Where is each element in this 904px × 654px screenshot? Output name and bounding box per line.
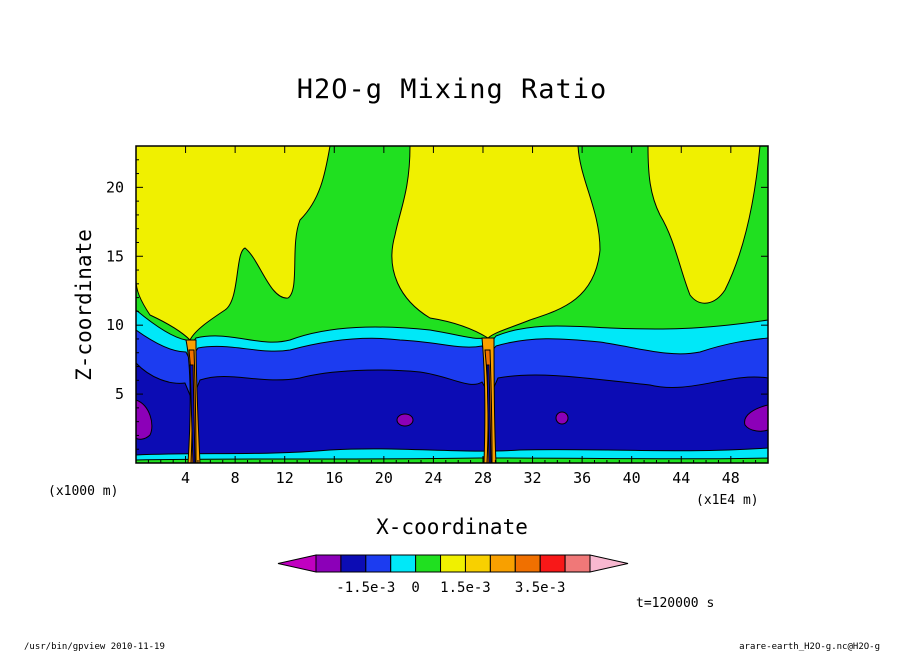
- x-scale-label: (x1E4 m): [696, 493, 759, 508]
- x-tick-label: 36: [573, 469, 591, 487]
- x-tick-label: 16: [325, 469, 343, 487]
- chart-title: H2O-g Mixing Ratio: [296, 74, 608, 105]
- colorbar-swatch: [489, 554, 516, 573]
- y-tick-label: 5: [115, 385, 124, 403]
- colorbar-tick-label: 1.5e-3: [440, 580, 491, 596]
- x-tick-label: 32: [524, 469, 542, 487]
- x-tick-label: 24: [424, 469, 442, 487]
- x-unit-label: (x1000 m): [48, 484, 119, 499]
- colorbar-swatch: [315, 554, 342, 573]
- x-tick-label: 4: [181, 469, 190, 487]
- x-tick-label: 48: [722, 469, 740, 487]
- y-axis-label: Z-coordinate: [72, 229, 96, 381]
- contour-field: [136, 146, 768, 463]
- x-axis-ticks: 4 8 12 16 20 24 28 32 36 40 44 48: [147, 146, 757, 487]
- y-axis-ticks: 5 10 15 20: [106, 159, 768, 450]
- y-tick-label: 20: [106, 178, 124, 196]
- colorbar-swatch: [340, 554, 367, 573]
- colorbar-swatch: [539, 554, 566, 573]
- colorbar-tick-label: 0: [411, 580, 419, 596]
- footer-right: arare-earth_H2O-g.nc@H2O-g: [739, 642, 880, 652]
- colorbar-min-triangle: [277, 554, 317, 573]
- x-tick-label: 40: [623, 469, 641, 487]
- colorbar-swatch: [514, 554, 541, 573]
- colorbar-swatch: [464, 554, 491, 573]
- colorbar-swatch: [390, 554, 417, 573]
- time-label: t=120000 s: [636, 596, 715, 611]
- x-tick-label: 44: [672, 469, 690, 487]
- x-tick-label: 8: [231, 469, 240, 487]
- y-tick-label: 15: [106, 247, 124, 265]
- colorbar-tick-label: 3.5e-3: [515, 580, 566, 596]
- x-tick-label: 20: [375, 469, 393, 487]
- x-axis-label: X-coordinate: [376, 515, 528, 539]
- x-tick-label: 28: [474, 469, 492, 487]
- colorbar-swatch: [564, 554, 591, 573]
- colorbar-tick-label: -1.5e-3: [336, 580, 395, 596]
- colorbar-swatch: [365, 554, 392, 573]
- colorbar-swatch: [415, 554, 442, 573]
- x-tick-label: 12: [276, 469, 294, 487]
- footer-left: /usr/bin/gpview 2010-11-19: [24, 642, 165, 652]
- colorbar-swatch: [440, 554, 466, 573]
- colorbar-max-triangle: [589, 554, 629, 573]
- colorbar: -1.5e-3 0 1.5e-3 3.5e-3: [277, 554, 629, 596]
- y-tick-label: 10: [106, 316, 124, 334]
- plot-frame: [135, 145, 769, 464]
